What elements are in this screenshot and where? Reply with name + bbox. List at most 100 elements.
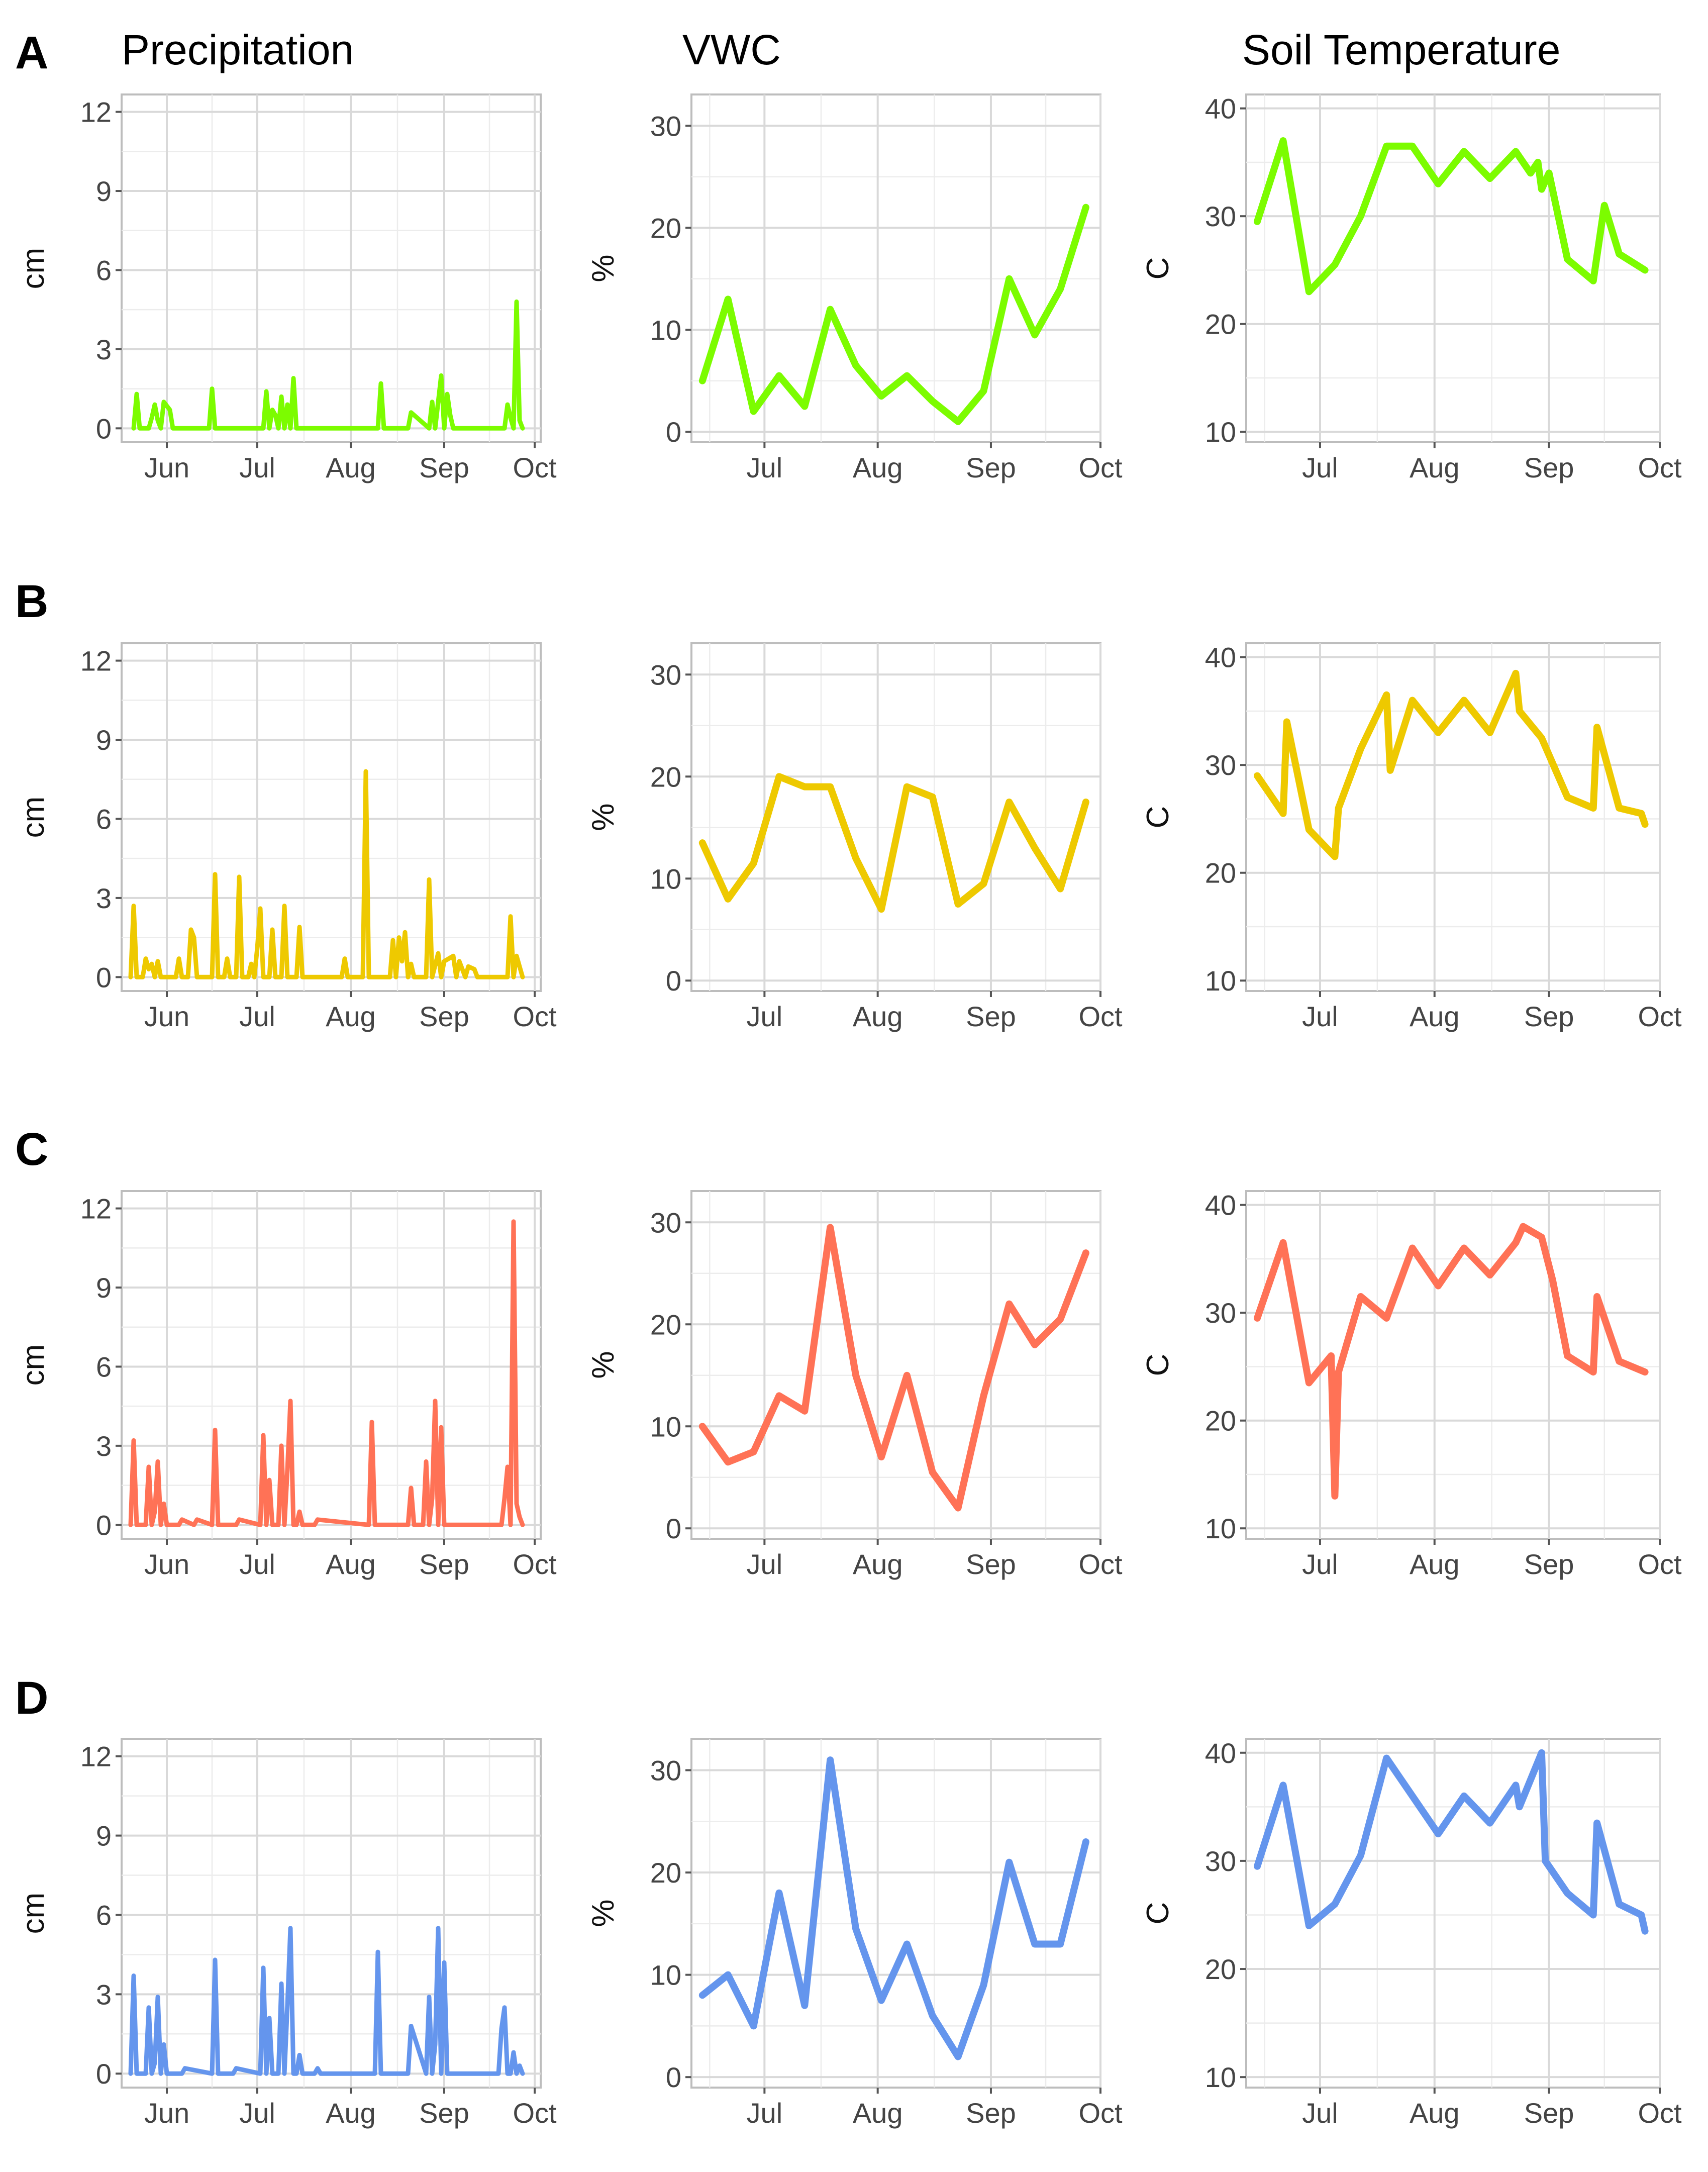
x-tick-label: Jul <box>239 452 275 483</box>
panel-background <box>121 93 542 443</box>
panel-background <box>1245 642 1661 992</box>
y-tick-label: 10 <box>650 314 681 346</box>
series-line-vwc <box>698 204 1089 425</box>
y-tick-label: 20 <box>1205 857 1236 889</box>
y-tick-label: 0 <box>96 413 112 444</box>
y-tick-label: 10 <box>650 1411 681 1442</box>
y-tick-label: 20 <box>650 761 681 793</box>
x-tick-label: Sep <box>419 2097 469 2129</box>
series-line-vwc <box>698 1224 1089 1512</box>
x-tick-label: Sep <box>1524 1548 1574 1580</box>
y-tick-label: 0 <box>666 416 681 448</box>
panel-a-vwc: 0 10 20 30 Jul Aug Sep Oct% <box>586 93 1123 483</box>
y-axis-label: C <box>1141 257 1175 280</box>
x-tick-label: Oct <box>1638 2097 1682 2129</box>
panel-a-soil-temperature: 10 20 30 40 Jul Aug Sep Oct C <box>1141 93 1682 483</box>
y-tick-label: 20 <box>650 1857 681 1889</box>
x-tick-label: Jul <box>1302 452 1338 483</box>
row-label-b: B <box>15 576 48 627</box>
panel-d-vwc: 0 10 20 30 Jul Aug Sep Oct% <box>586 1738 1123 2129</box>
x-tick-label: Jun <box>144 1548 189 1580</box>
x-tick-label: Oct <box>1638 1548 1682 1580</box>
chart-panels: 0 3 6 9 12 Jun Jul Aug Sep Oct cm 0 10 20 30 Jul Aug Sep O… <box>16 93 1682 2129</box>
x-tick-label: Oct <box>513 1548 557 1580</box>
panel-b-precipitation: 0 3 6 9 12 Jun Jul Aug Sep Oct cm <box>16 642 557 1032</box>
x-tick-label: Sep <box>1524 452 1574 483</box>
panel-c-soil-temperature: 10 20 30 40 Jul Aug Sep Oct C <box>1141 1190 1682 1580</box>
row-labels: A B C D <box>15 27 48 1724</box>
x-tick-label: Jul <box>239 1548 275 1580</box>
x-tick-label: Oct <box>513 1001 557 1032</box>
x-tick-label: Oct <box>513 2097 557 2129</box>
x-tick-label: Jun <box>144 452 189 483</box>
y-axis-label: % <box>586 1351 621 1378</box>
panel-background <box>690 93 1101 443</box>
x-tick-label: Oct <box>1078 1001 1123 1032</box>
x-tick-label: Sep <box>966 1548 1016 1580</box>
y-tick-label: 12 <box>80 96 112 128</box>
y-tick-label: 40 <box>1205 1190 1236 1221</box>
x-tick-label: Aug <box>853 2097 903 2129</box>
y-tick-label: 30 <box>1205 1845 1236 1877</box>
y-tick-label: 10 <box>1205 416 1236 448</box>
x-tick-label: Jul <box>747 452 783 483</box>
y-tick-label: 20 <box>650 212 681 244</box>
y-axis-label: cm <box>16 797 51 838</box>
x-tick-label: Jun <box>144 1001 189 1032</box>
y-tick-label: 10 <box>1205 1513 1236 1544</box>
y-tick-label: 40 <box>1205 1737 1236 1769</box>
x-tick-label: Oct <box>1638 452 1682 483</box>
panel-d-soil-temperature: 10 20 30 40 Jul Aug Sep Oct C <box>1141 1737 1682 2129</box>
y-axis-label: C <box>1141 1354 1175 1376</box>
y-tick-label: 0 <box>666 1513 681 1544</box>
y-axis-label: C <box>1141 1902 1175 1925</box>
x-tick-label: Oct <box>1638 1001 1682 1032</box>
x-tick-label: Aug <box>326 2097 376 2129</box>
series-line-precipitation <box>128 769 525 979</box>
x-tick-label: Jul <box>747 2097 783 2129</box>
x-tick-label: Aug <box>853 1548 903 1580</box>
y-tick-label: 30 <box>1205 1297 1236 1329</box>
panel-background <box>121 642 542 992</box>
panel-d-precipitation: 0 3 6 9 12 Jun Jul Aug Sep Oct cm <box>16 1738 557 2129</box>
x-tick-label: Sep <box>1524 1001 1574 1032</box>
y-tick-label: 20 <box>1205 309 1236 340</box>
y-tick-label: 0 <box>96 961 112 993</box>
row-label-a: A <box>15 27 48 78</box>
panel-background <box>690 1190 1101 1540</box>
y-tick-label: 30 <box>650 659 681 690</box>
panel-background <box>121 1190 542 1540</box>
y-tick-label: 30 <box>1205 749 1236 781</box>
y-tick-label: 0 <box>96 1509 112 1541</box>
y-tick-label: 3 <box>96 1430 112 1462</box>
y-tick-label: 10 <box>650 1959 681 1991</box>
y-axis-label: % <box>586 1899 621 1927</box>
x-tick-label: Aug <box>1410 1001 1460 1032</box>
series-line-precipitation <box>128 1219 525 1527</box>
panel-c-precipitation: 0 3 6 9 12 Jun Jul Aug Sep Oct cm <box>16 1190 557 1580</box>
x-tick-label: Sep <box>419 1548 469 1580</box>
y-tick-label: 12 <box>80 1741 112 1772</box>
y-axis-label: cm <box>16 248 51 289</box>
y-tick-label: 6 <box>96 1899 112 1931</box>
y-tick-label: 6 <box>96 254 112 286</box>
x-tick-label: Oct <box>1078 2097 1123 2129</box>
column-title-soil-temperature: Soil Temperature <box>1242 26 1560 73</box>
panel-b-soil-temperature: 10 20 30 40 Jul Aug Sep Oct C <box>1141 642 1682 1032</box>
panel-b-vwc: 0 10 20 30 Jul Aug Sep Oct% <box>586 642 1123 1032</box>
column-title-vwc: VWC <box>682 26 781 73</box>
series-line-vwc <box>698 773 1089 913</box>
y-tick-label: 9 <box>96 175 112 207</box>
y-axis-label: cm <box>16 1893 51 1934</box>
x-tick-label: Sep <box>419 1001 469 1032</box>
y-tick-label: 6 <box>96 803 112 835</box>
x-tick-label: Oct <box>1078 1548 1123 1580</box>
x-tick-label: Aug <box>326 1548 376 1580</box>
series-line-precipitation <box>131 299 525 431</box>
y-tick-label: 9 <box>96 1820 112 1852</box>
x-tick-label: Jul <box>747 1548 783 1580</box>
y-tick-label: 30 <box>650 1207 681 1238</box>
y-tick-label: 10 <box>1205 2061 1236 2093</box>
x-tick-label: Aug <box>1410 2097 1460 2129</box>
x-tick-label: Jul <box>1302 1001 1338 1032</box>
